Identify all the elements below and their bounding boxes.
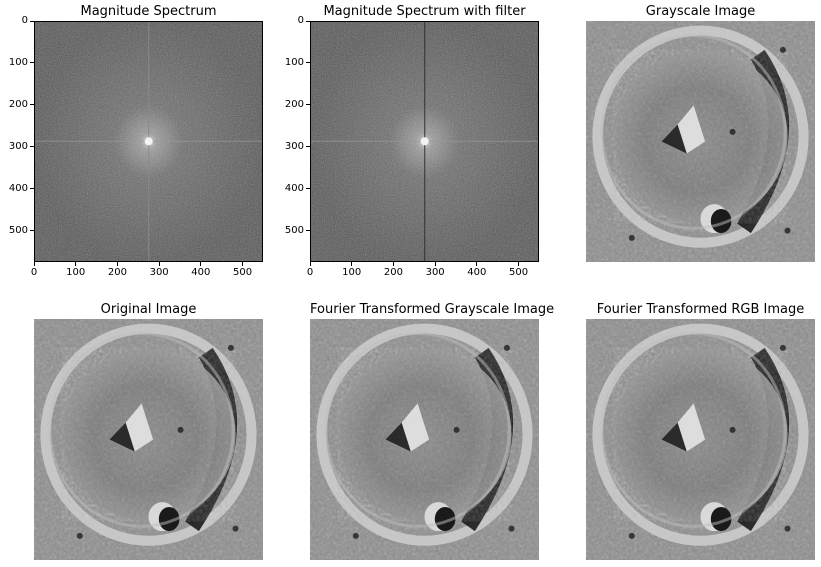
panel-title: Fourier Transformed RGB Image: [596, 302, 805, 317]
panel-crater: [310, 319, 539, 560]
panel-crater: [34, 319, 263, 560]
y-tick-mark: [30, 20, 34, 22]
x-tick-label: 300: [425, 267, 445, 278]
x-tick-mark: [33, 262, 35, 266]
x-tick-mark: [309, 262, 311, 266]
x-tick-label: 300: [149, 267, 169, 278]
x-tick-mark: [242, 262, 244, 266]
x-tick-mark: [518, 262, 520, 266]
spectrum-peak: [420, 137, 429, 146]
spectrum-image: [310, 21, 539, 262]
x-tick-label: 100: [66, 267, 86, 278]
y-tick-label: 400: [8, 182, 28, 194]
spectrum-peak: [144, 137, 153, 146]
crater-image: [310, 319, 539, 560]
panel-title: Original Image: [100, 302, 197, 317]
panel-title: Fourier Transformed Grayscale Image: [310, 302, 555, 317]
y-tick-mark: [306, 104, 310, 106]
y-tick-label: 300: [8, 140, 28, 152]
y-tick-label: 100: [284, 56, 304, 68]
y-tick-label: 200: [284, 98, 304, 110]
y-tick-mark: [30, 188, 34, 190]
y-tick-mark: [30, 62, 34, 64]
crater-image: [586, 21, 815, 262]
y-tick-label: 100: [8, 56, 28, 68]
panel-title: Magnitude Spectrum: [80, 4, 217, 19]
x-tick-mark: [351, 262, 353, 266]
y-tick-mark: [30, 230, 34, 232]
x-tick-mark: [476, 262, 478, 266]
x-tick-mark: [75, 262, 77, 266]
x-tick-label: 200: [383, 267, 403, 278]
crater-image: [586, 319, 815, 560]
x-tick-mark: [392, 262, 394, 266]
x-tick-label: 200: [107, 267, 127, 278]
x-tick-mark: [158, 262, 160, 266]
y-tick-mark: [306, 146, 310, 148]
panel-crater: [586, 21, 815, 262]
x-tick-label: 500: [233, 267, 253, 278]
panel-title: Grayscale Image: [645, 4, 756, 19]
spectrum-image: [34, 21, 263, 262]
y-tick-label: 300: [284, 140, 304, 152]
x-tick-mark: [200, 262, 202, 266]
panel-title: Magnitude Spectrum with filter: [323, 4, 526, 19]
y-tick-mark: [306, 188, 310, 190]
y-tick-mark: [306, 230, 310, 232]
x-tick-mark: [116, 262, 118, 266]
crater-image: [34, 319, 263, 560]
axes-frame: [34, 21, 263, 262]
y-tick-mark: [306, 20, 310, 22]
y-tick-label: 200: [8, 98, 28, 110]
y-tick-label: 0: [21, 15, 28, 26]
panel-spectrum_filtered: [310, 21, 539, 262]
y-tick-label: 500: [8, 224, 28, 236]
x-tick-label: 0: [306, 267, 314, 278]
x-tick-label: 100: [342, 267, 362, 278]
y-tick-label: 0: [297, 15, 304, 26]
x-tick-label: 0: [30, 267, 38, 278]
x-tick-label: 400: [191, 267, 211, 278]
y-tick-mark: [306, 62, 310, 64]
y-tick-mark: [30, 104, 34, 106]
axes-frame: [310, 21, 539, 262]
x-tick-mark: [434, 262, 436, 266]
y-tick-label: 500: [284, 224, 304, 236]
panel-spectrum: [34, 21, 263, 262]
panel-crater: [586, 319, 815, 560]
y-tick-mark: [30, 146, 34, 148]
y-tick-label: 400: [284, 182, 304, 194]
x-tick-label: 500: [509, 267, 529, 278]
x-tick-label: 400: [467, 267, 487, 278]
